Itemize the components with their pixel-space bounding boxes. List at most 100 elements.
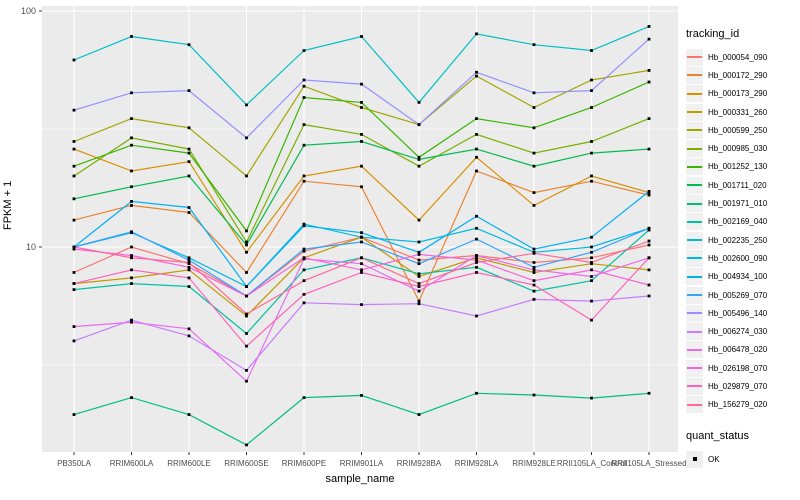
data-point-Hb_002235_250 xyxy=(302,49,306,52)
data-point-Hb_000173_290 xyxy=(475,155,478,159)
legend-label: Hb_001971_010 xyxy=(708,199,768,209)
data-point-Hb_002169_040 xyxy=(245,332,248,335)
data-point-Hb_001971_010 xyxy=(72,413,76,416)
data-point-Hb_005496_140 xyxy=(187,89,191,92)
data-point-Hb_000331_260 xyxy=(245,314,248,318)
data-point-Hb_002235_250 xyxy=(475,32,478,36)
legend-entry-Hb_004934_100: Hb_004934_100 xyxy=(686,268,798,286)
data-point-Hb_005496_140 xyxy=(72,108,76,112)
data-point-Hb_000331_260 xyxy=(417,275,421,278)
data-point-Hb_000985_030 xyxy=(417,164,421,168)
legend-label: Hb_002235_250 xyxy=(708,235,768,245)
data-point-Hb_001252_130 xyxy=(532,126,536,130)
line-swatch-icon xyxy=(686,396,703,414)
quant-status-legend: quant_status OK xyxy=(686,430,798,468)
data-point-Hb_000599_250 xyxy=(532,106,536,109)
data-point-Hb_002600_090 xyxy=(360,235,363,239)
x-tick-label: RRII105LA_Control xyxy=(557,459,627,468)
data-point-Hb_005269_070 xyxy=(590,250,593,254)
data-point-Hb_156279_020 xyxy=(647,239,651,243)
legend-label: Hb_006478_020 xyxy=(708,345,768,355)
legend-label: Hb_000173_290 xyxy=(708,89,768,99)
legend-entry-Hb_002169_040: Hb_002169_040 xyxy=(686,213,798,231)
data-point-Hb_005496_140 xyxy=(647,37,651,41)
data-point-Hb_001711_020 xyxy=(532,164,536,168)
data-point-Hb_000173_290 xyxy=(302,174,306,178)
legend-entry-Hb_000054_090: Hb_000054_090 xyxy=(686,48,798,66)
data-point-Hb_002169_040 xyxy=(532,289,536,293)
data-point-Hb_002600_090 xyxy=(302,222,306,226)
data-point-Hb_029879_070 xyxy=(187,276,191,280)
line-swatch-icon xyxy=(686,158,703,176)
legend-entry-Hb_000331_260: Hb_000331_260 xyxy=(686,103,798,121)
ok-square-icon xyxy=(686,450,703,468)
data-point-Hb_000172_290 xyxy=(360,185,363,189)
y-axis-title: FPKM + 1 xyxy=(2,180,14,230)
data-point-Hb_029879_070 xyxy=(590,318,593,322)
data-point-Hb_004934_100 xyxy=(647,190,651,193)
legend-label: Hb_000172_290 xyxy=(708,70,768,80)
line-swatch-icon xyxy=(686,323,703,341)
line-swatch-icon xyxy=(686,66,703,84)
data-point-Hb_000173_290 xyxy=(245,250,248,254)
data-point-Hb_006478_020 xyxy=(360,262,363,266)
data-point-Hb_000054_090 xyxy=(130,245,133,249)
data-point-Hb_000054_090 xyxy=(532,261,536,264)
legend-label: Hb_002600_090 xyxy=(708,253,768,263)
data-point-Hb_005496_140 xyxy=(245,136,248,140)
data-point-Hb_002235_250 xyxy=(532,43,536,47)
data-point-Hb_000599_250 xyxy=(72,140,76,143)
x-tick-label: PB350LA xyxy=(57,459,91,468)
data-point-Hb_002235_250 xyxy=(72,58,76,62)
data-point-Hb_000985_030 xyxy=(647,117,651,120)
data-point-Hb_004934_100 xyxy=(130,200,133,203)
data-point-Hb_000599_250 xyxy=(360,106,363,109)
data-point-Hb_000172_290 xyxy=(590,179,593,183)
data-point-Hb_001252_130 xyxy=(417,155,421,159)
data-point-Hb_001711_020 xyxy=(187,174,191,178)
data-point-Hb_000173_290 xyxy=(72,147,76,151)
data-point-Hb_006478_020 xyxy=(130,320,133,324)
line-swatch-icon xyxy=(686,85,703,103)
data-point-Hb_002169_040 xyxy=(475,265,478,269)
data-point-Hb_156279_020 xyxy=(475,261,478,264)
data-point-Hb_000172_290 xyxy=(245,271,248,274)
data-point-Hb_000599_250 xyxy=(245,174,248,178)
data-point-Hb_156279_020 xyxy=(302,279,306,283)
data-point-Hb_004934_100 xyxy=(302,224,306,228)
data-point-Hb_002235_250 xyxy=(360,35,363,38)
data-point-Hb_000054_090 xyxy=(72,271,76,274)
data-point-Hb_000985_030 xyxy=(187,147,191,151)
line-swatch-icon xyxy=(686,249,703,267)
legend-label: Hb_000599_250 xyxy=(708,125,768,135)
data-point-Hb_002235_250 xyxy=(590,49,593,52)
data-point-Hb_005496_140 xyxy=(130,91,133,95)
x-tick-label: RRIM600PE xyxy=(282,459,326,468)
legend-entry-Hb_001252_130: Hb_001252_130 xyxy=(686,158,798,176)
data-point-Hb_005496_140 xyxy=(532,91,536,95)
data-point-Hb_006478_020 xyxy=(475,254,478,257)
data-point-Hb_004934_100 xyxy=(187,206,191,209)
data-point-Hb_002235_250 xyxy=(245,103,248,107)
data-point-Hb_004934_100 xyxy=(590,235,593,239)
data-point-Hb_029879_070 xyxy=(475,271,478,274)
legend-label: Hb_002169_040 xyxy=(708,217,768,227)
data-point-Hb_005269_070 xyxy=(130,230,133,234)
panel-background xyxy=(42,6,678,452)
data-point-Hb_026198_070 xyxy=(302,256,306,260)
y-tick-label: 100 xyxy=(21,6,36,16)
data-point-Hb_001711_020 xyxy=(590,151,593,155)
data-point-Hb_006274_030 xyxy=(130,318,133,322)
legend-entry-ok: OK xyxy=(686,450,798,468)
data-point-Hb_005269_070 xyxy=(647,226,651,230)
legend-entry-Hb_001711_020: Hb_001711_020 xyxy=(686,176,798,194)
data-point-Hb_006274_030 xyxy=(187,334,191,338)
x-tick-label: RRIM928LE xyxy=(512,459,556,468)
data-point-Hb_001252_130 xyxy=(72,164,76,168)
data-point-Hb_002235_250 xyxy=(417,100,421,104)
data-point-Hb_005496_140 xyxy=(360,82,363,86)
data-point-Hb_006478_020 xyxy=(417,289,421,293)
legend-entry-Hb_002235_250: Hb_002235_250 xyxy=(686,231,798,249)
data-point-Hb_002169_040 xyxy=(72,288,76,291)
